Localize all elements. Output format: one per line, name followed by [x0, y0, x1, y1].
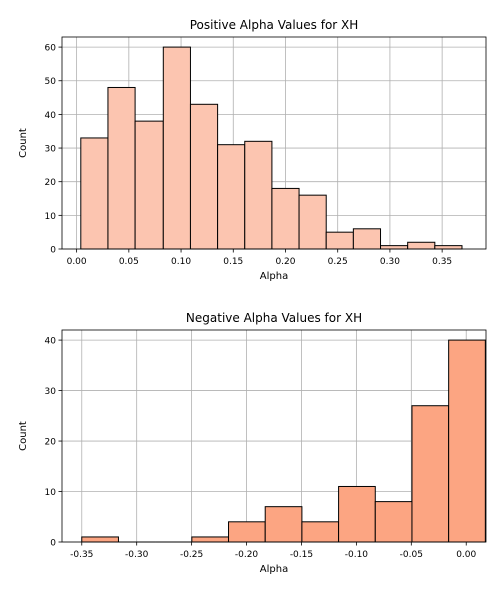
histogram-bar: [162, 46, 191, 250]
histogram-bar: [271, 187, 300, 250]
y-tick-label: 0: [50, 539, 56, 549]
y-tick-label: 40: [45, 111, 57, 121]
histogram-bar: [411, 405, 450, 543]
y-tick-label: 60: [45, 44, 57, 54]
histogram-bar: [107, 86, 136, 250]
x-tick-label: 0.35: [432, 257, 452, 267]
histogram-bar: [80, 137, 109, 250]
histogram-bar: [217, 144, 246, 250]
x-tick-label: 0.10: [171, 257, 191, 267]
x-tick-label: -0.15: [290, 550, 313, 560]
x-tick-label: 0.15: [223, 257, 243, 267]
y-tick-label: 10: [45, 212, 57, 222]
chart-title: Positive Alpha Values for XH: [190, 18, 359, 32]
histogram-bar: [374, 501, 413, 543]
y-tick-label: 20: [45, 438, 57, 448]
histogram-bar: [325, 231, 354, 250]
chart-title: Negative Alpha Values for XH: [186, 311, 362, 325]
y-tick-label: 40: [45, 337, 57, 347]
histogram-bar: [380, 245, 409, 250]
chart-1: 0.00 0.05 0.10 0.15 0.20 0.25 0.30 0.35 0 10 20 30 4…: [18, 18, 487, 282]
histogram-bar: [338, 485, 376, 543]
x-tick-label: -0.25: [180, 550, 203, 560]
x-tick-label: 0.00: [456, 550, 476, 560]
histogram-bar: [448, 339, 486, 543]
chart-2: -0.35 -0.30 -0.25 -0.20 -0.15 -0.10 -0.05 0.00 0…: [18, 311, 487, 575]
axes-frame: [61, 36, 487, 250]
histogram-bar: [244, 140, 273, 250]
axes-frame: [61, 329, 487, 543]
x-tick-label: -0.05: [400, 550, 423, 560]
histogram-bar: [434, 245, 463, 250]
histogram-bar: [301, 521, 340, 543]
y-tick-label: 30: [45, 387, 57, 397]
y-axis-label: Count: [18, 128, 29, 158]
x-tick-label: 0.05: [119, 257, 139, 267]
y-tick-label: 0: [50, 246, 56, 256]
histogram-bar: [352, 228, 382, 250]
x-tick-label: 0.20: [275, 257, 295, 267]
histogram-bar: [264, 506, 303, 543]
x-tick-label: 0.00: [67, 257, 87, 267]
x-tick-label: 0.30: [380, 257, 400, 267]
histogram-bar: [191, 536, 230, 543]
x-tick-label: -0.20: [235, 550, 259, 560]
histogram-bar: [134, 120, 164, 250]
y-axis-label: Count: [18, 421, 29, 451]
x-tick-label: -0.30: [125, 550, 149, 560]
histogram-bar: [189, 103, 219, 250]
y-tick-label: 10: [45, 488, 57, 498]
histogram-bar: [407, 241, 436, 250]
histogram-bar: [298, 194, 327, 250]
y-tick-label: 30: [45, 145, 57, 155]
x-tick-label: 0.25: [328, 257, 348, 267]
x-axis-label: Alpha: [260, 564, 288, 575]
x-tick-label: -0.35: [70, 550, 93, 560]
y-tick-label: 20: [45, 178, 57, 188]
histogram-bar: [228, 521, 266, 543]
x-tick-label: -0.10: [345, 550, 369, 560]
histogram-bar: [81, 536, 119, 543]
y-tick-label: 50: [45, 77, 57, 87]
x-axis-label: Alpha: [260, 271, 288, 282]
